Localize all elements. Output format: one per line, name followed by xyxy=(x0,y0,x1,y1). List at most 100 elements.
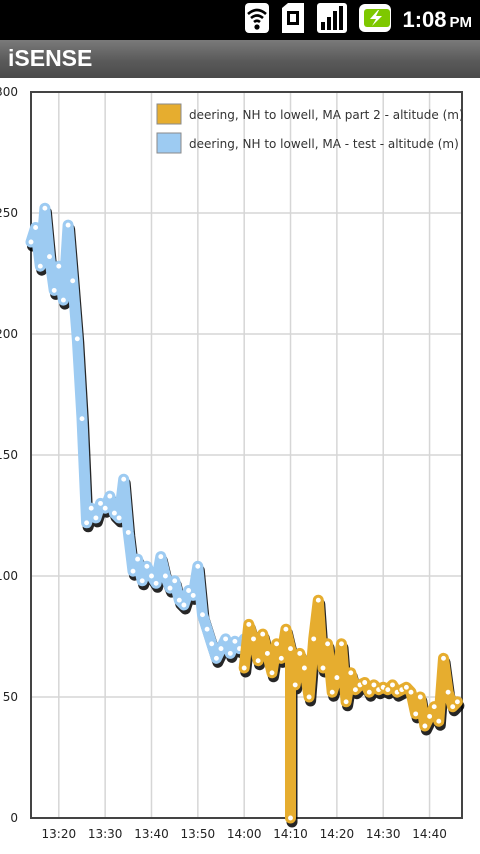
legend-swatch xyxy=(157,104,181,124)
clock: 1:08 PM xyxy=(402,7,472,33)
legend-swatch xyxy=(157,133,181,153)
data-point xyxy=(74,336,80,342)
data-point xyxy=(311,636,317,642)
data-point xyxy=(148,573,154,579)
legend-label: deering, NH to lowell, MA - test - altit… xyxy=(189,137,459,151)
data-point xyxy=(88,505,94,511)
data-point xyxy=(283,626,289,632)
status-icons: 1:08 PM xyxy=(244,0,472,40)
data-point xyxy=(315,597,321,603)
data-point xyxy=(51,287,57,293)
data-point xyxy=(301,665,307,671)
clock-ampm: PM xyxy=(450,14,473,31)
data-point xyxy=(389,682,395,688)
data-point xyxy=(431,704,437,710)
y-tick-label: 300 xyxy=(0,85,18,99)
data-point xyxy=(287,815,293,821)
data-point xyxy=(93,515,99,521)
signal-icon xyxy=(316,2,348,38)
x-axis-ticks: 13:20 13:30 13:40 13:50 14:00 14:10 14:20 14:30… xyxy=(42,827,447,841)
data-point xyxy=(246,621,252,627)
data-point xyxy=(60,297,66,303)
data-point xyxy=(417,694,423,700)
data-point xyxy=(134,556,140,562)
data-point xyxy=(42,205,48,211)
data-point xyxy=(83,520,89,526)
y-tick-label: 0 xyxy=(10,811,18,825)
data-point xyxy=(227,650,233,656)
y-tick-label: 50 xyxy=(3,690,18,704)
data-point xyxy=(278,655,284,661)
x-tick-label: 14:00 xyxy=(227,827,262,841)
legend-label: deering, NH to lowell, MA part 2 - altit… xyxy=(189,108,464,122)
data-point xyxy=(445,689,451,695)
data-point xyxy=(440,655,446,661)
title-bar: iSENSE xyxy=(0,40,480,79)
altitude-chart: 050100150200250300 13:2013:3013:4013:501… xyxy=(0,78,480,854)
x-tick-label: 14:10 xyxy=(273,827,308,841)
data-point xyxy=(338,641,344,647)
data-point xyxy=(37,263,43,269)
data-point xyxy=(436,718,442,724)
data-point xyxy=(297,650,303,656)
data-point xyxy=(269,670,275,676)
y-tick-label: 150 xyxy=(0,448,18,462)
x-tick-label: 13:20 xyxy=(42,827,77,841)
app-title: iSENSE xyxy=(8,45,92,72)
x-tick-label: 14:40 xyxy=(412,827,447,841)
data-point xyxy=(329,689,335,695)
data-point xyxy=(107,493,113,499)
data-point xyxy=(28,239,34,245)
data-point xyxy=(366,689,372,695)
data-point xyxy=(190,592,196,598)
data-point xyxy=(144,563,150,569)
data-point xyxy=(232,638,238,644)
data-point xyxy=(204,626,210,632)
data-point xyxy=(125,529,131,535)
data-point xyxy=(334,674,340,680)
data-point xyxy=(218,645,224,651)
status-bar: 1:08 PM xyxy=(0,0,480,40)
data-point xyxy=(273,641,279,647)
x-tick-label: 13:50 xyxy=(181,827,216,841)
data-point xyxy=(426,713,432,719)
data-point xyxy=(102,505,108,511)
data-point xyxy=(343,699,349,705)
y-tick-label: 250 xyxy=(0,206,18,220)
data-point xyxy=(199,612,205,618)
data-point xyxy=(162,573,168,579)
data-point xyxy=(260,631,266,637)
data-point xyxy=(362,679,368,685)
sim-icon xyxy=(280,2,306,38)
data-point xyxy=(320,665,326,671)
data-point xyxy=(121,476,127,482)
data-point xyxy=(130,568,136,574)
y-tick-label: 200 xyxy=(0,327,18,341)
clock-time: 1:08 xyxy=(402,7,446,33)
data-point xyxy=(181,602,187,608)
data-point xyxy=(324,641,330,647)
data-point xyxy=(209,641,215,647)
data-point xyxy=(422,723,428,729)
x-tick-label: 14:30 xyxy=(366,827,401,841)
x-tick-label: 13:30 xyxy=(88,827,123,841)
x-tick-label: 13:40 xyxy=(134,827,169,841)
data-point xyxy=(56,263,62,269)
data-point xyxy=(32,224,38,230)
data-point xyxy=(292,682,298,688)
data-point xyxy=(413,711,419,717)
data-point xyxy=(139,578,145,584)
data-point xyxy=(454,699,460,705)
data-point xyxy=(79,416,85,422)
y-tick-label: 100 xyxy=(0,569,18,583)
wifi-icon xyxy=(244,2,270,38)
data-point xyxy=(348,670,354,676)
data-point xyxy=(116,515,122,521)
x-tick-label: 14:20 xyxy=(320,827,355,841)
battery-charging-icon xyxy=(358,3,392,37)
data-point xyxy=(70,278,76,284)
data-point xyxy=(195,563,201,569)
data-point xyxy=(167,585,173,591)
data-point xyxy=(153,580,159,586)
data-point xyxy=(250,636,256,642)
